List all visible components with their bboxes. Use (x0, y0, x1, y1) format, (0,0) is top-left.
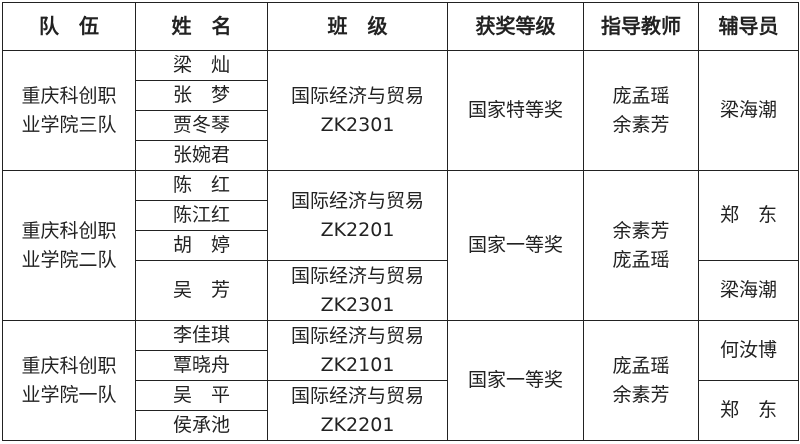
member-name: 张 梦 (135, 80, 268, 111)
header-row: 队 伍 姓 名 班 级 获奖等级 指导教师 辅导员 (2, 2, 799, 51)
counselor-cell: 梁海潮 (698, 50, 799, 171)
member-name: 吴 平 (135, 380, 268, 411)
table-row: 重庆科创职 业学院一队 李佳琪 国际经济与贸易 ZK2101 国家一等奖 庞孟瑶 余素… (2, 320, 799, 441)
table-row: 胡 婷 (3, 230, 799, 261)
teacher-cell: 庞孟瑶 余素芳 (583, 50, 699, 171)
table-row: 重庆科创职 业学院二队 陈 红 国际经济与贸易 ZK2201 国家一等奖 余素芳 庞孟… (2, 170, 799, 321)
table-row: 吴 平 国际经济与贸易 ZK2201 郑 东 (3, 380, 799, 441)
member-name: 陈江红 (135, 200, 268, 231)
member-name: 吴 芳 (135, 260, 268, 321)
header-team: 队 伍 (2, 2, 136, 51)
table-row: 陈江红 (3, 200, 799, 231)
member-name: 张婉君 (135, 140, 268, 171)
member-name: 李佳琪 (135, 320, 268, 351)
teacher-cell: 庞孟瑶 余素芳 (583, 320, 699, 441)
member-name: 梁 灿 (135, 50, 268, 81)
table-row: 侯承池 (3, 410, 799, 441)
award-cell: 国家一等奖 (447, 320, 584, 441)
table-row: 张 梦 (3, 80, 799, 111)
table-row: 贾冬琴 (3, 110, 799, 141)
team-cell: 重庆科创职 业学院一队 (2, 320, 136, 441)
counselor-cell: 郑 东 (698, 380, 799, 441)
team-cell: 重庆科创职 业学院二队 (2, 170, 136, 321)
member-name: 陈 红 (135, 170, 268, 201)
header-name: 姓 名 (135, 2, 268, 51)
class-cell: 国际经济与贸易 ZK2101 (267, 320, 448, 381)
table-row: 吴 芳 国际经济与贸易 ZK2301 梁海潮 (3, 260, 799, 321)
award-cell: 国家一等奖 (447, 170, 584, 321)
table-row: 重庆科创职 业学院三队 梁 灿 国际经济与贸易 ZK2301 国家特等奖 庞孟瑶 余素… (2, 50, 799, 171)
award-cell: 国家特等奖 (447, 50, 584, 171)
member-name: 胡 婷 (135, 230, 268, 261)
counselor-cell: 何汝博 (698, 320, 799, 381)
member-name: 侯承池 (135, 410, 268, 441)
member-name: 覃晓舟 (135, 350, 268, 381)
header-counselor: 辅导员 (698, 2, 799, 51)
header-teacher: 指导教师 (583, 2, 699, 51)
class-cell: 国际经济与贸易 ZK2201 (267, 170, 448, 261)
class-cell: 国际经济与贸易 ZK2201 (267, 380, 448, 441)
counselor-cell: 郑 东 (698, 170, 799, 261)
class-cell: 国际经济与贸易 ZK2301 (267, 50, 448, 171)
class-cell: 国际经济与贸易 ZK2301 (267, 260, 448, 321)
counselor-cell: 梁海潮 (698, 260, 799, 321)
header-award: 获奖等级 (447, 2, 584, 51)
teacher-cell: 余素芳 庞孟瑶 (583, 170, 699, 321)
team-cell: 重庆科创职 业学院三队 (2, 50, 136, 171)
member-name: 贾冬琴 (135, 110, 268, 141)
header-class: 班 级 (267, 2, 448, 51)
